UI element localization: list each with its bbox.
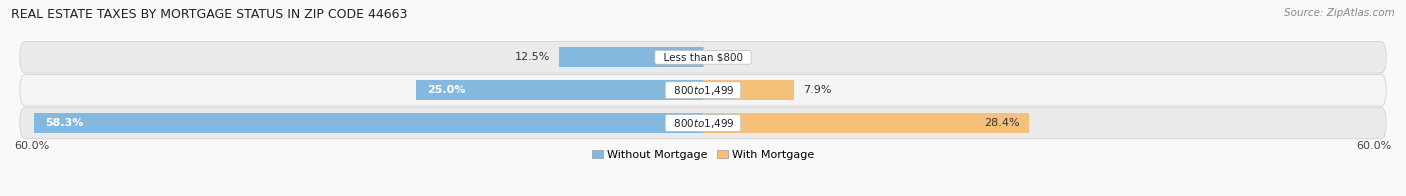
Legend: Without Mortgage, With Mortgage: Without Mortgage, With Mortgage — [588, 145, 818, 164]
Bar — [560, 47, 703, 67]
Text: 0.05%: 0.05% — [713, 52, 748, 62]
Bar — [34, 113, 703, 133]
Text: 58.3%: 58.3% — [45, 118, 83, 128]
Bar — [703, 80, 794, 100]
Text: 60.0%: 60.0% — [1357, 141, 1392, 151]
Bar — [703, 113, 1029, 133]
Text: 28.4%: 28.4% — [984, 118, 1019, 128]
Text: $800 to $1,499: $800 to $1,499 — [666, 84, 740, 97]
Text: REAL ESTATE TAXES BY MORTGAGE STATUS IN ZIP CODE 44663: REAL ESTATE TAXES BY MORTGAGE STATUS IN … — [11, 8, 408, 21]
FancyBboxPatch shape — [20, 107, 1386, 139]
Bar — [416, 80, 703, 100]
Text: 25.0%: 25.0% — [427, 85, 465, 95]
Text: $800 to $1,499: $800 to $1,499 — [666, 117, 740, 130]
FancyBboxPatch shape — [20, 74, 1386, 106]
Text: Less than $800: Less than $800 — [657, 52, 749, 62]
Text: Source: ZipAtlas.com: Source: ZipAtlas.com — [1284, 8, 1395, 18]
Text: 60.0%: 60.0% — [14, 141, 49, 151]
FancyBboxPatch shape — [20, 42, 1386, 73]
Text: 7.9%: 7.9% — [803, 85, 831, 95]
Text: 12.5%: 12.5% — [515, 52, 550, 62]
